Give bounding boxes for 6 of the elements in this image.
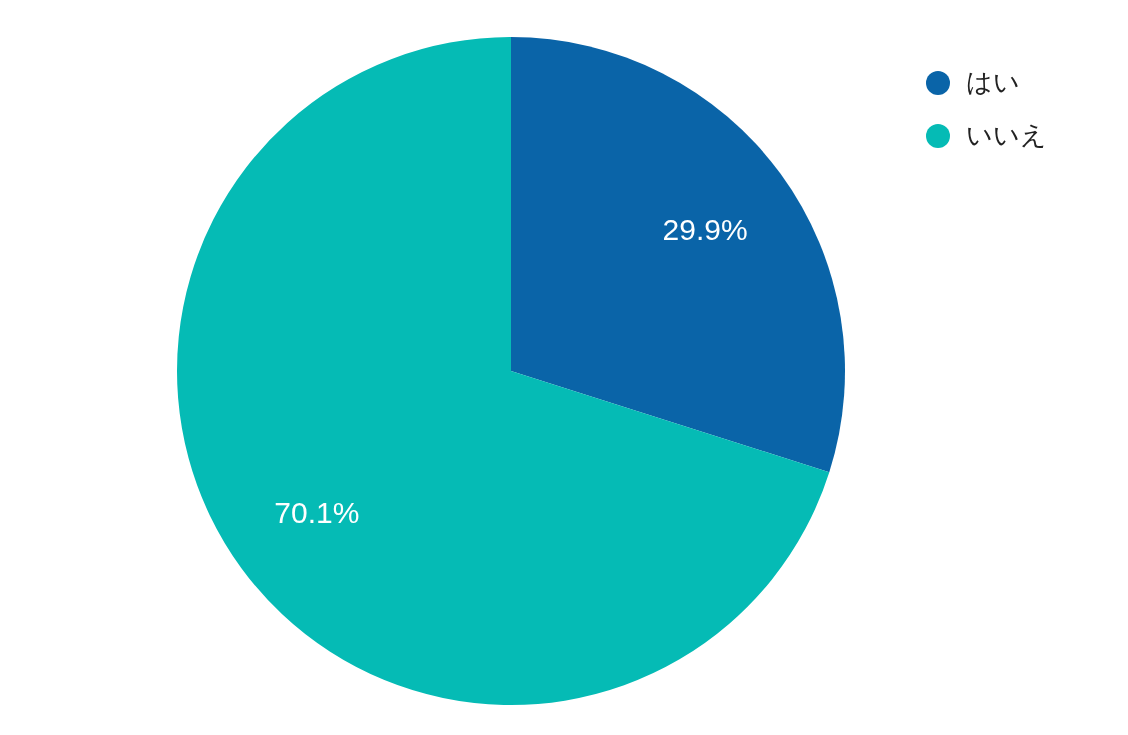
- data-label: 70.1%: [274, 496, 360, 530]
- pie-slice: [511, 37, 845, 473]
- data-label: 29.9%: [662, 212, 748, 246]
- pie-slice: [177, 37, 830, 705]
- legend-label: いいえ: [966, 119, 1047, 152]
- legend-label: はい: [966, 66, 1020, 99]
